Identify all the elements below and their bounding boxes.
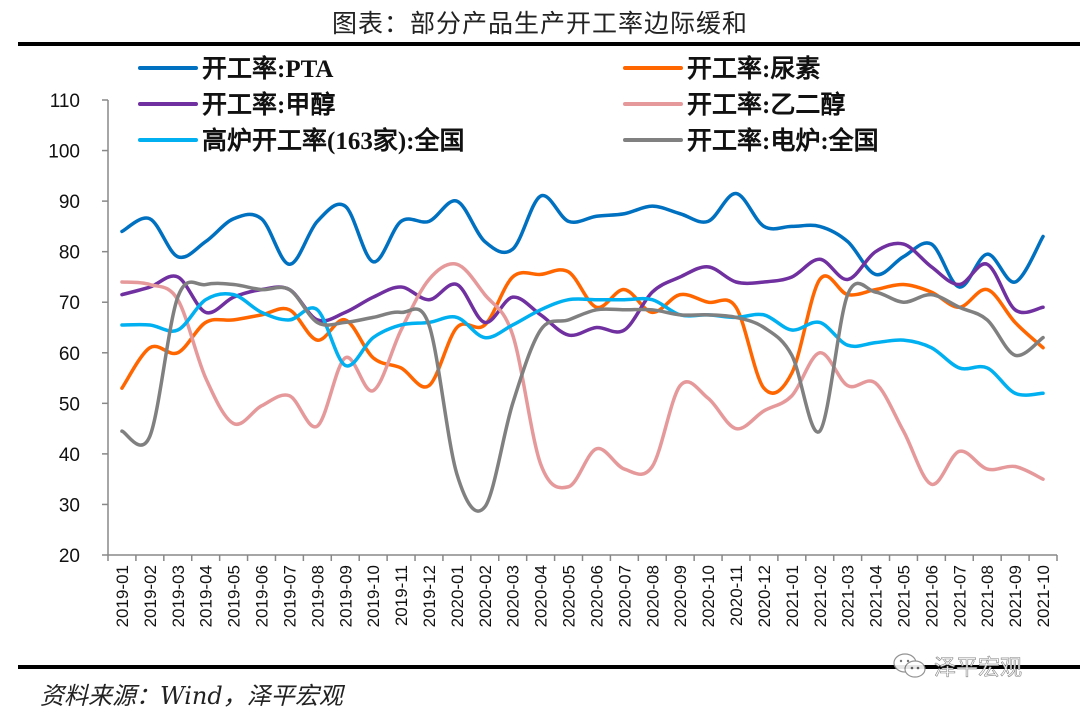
legend-item: 开工率:甲醇 xyxy=(138,90,335,119)
y-tick-label: 110 xyxy=(50,91,80,112)
chart-title: 图表：部分产品生产开工率边际缓和 xyxy=(331,9,748,38)
x-tick-label: 2019-06 xyxy=(253,565,272,627)
y-tick-label: 50 xyxy=(59,394,80,415)
legend-label: 开工率:PTA xyxy=(202,54,333,83)
legend-label: 开工率:电炉:全国 xyxy=(687,126,879,155)
x-tick-label: 2020-06 xyxy=(587,565,606,627)
y-tick-label: 80 xyxy=(59,243,80,264)
series-line-3 xyxy=(120,262,1045,490)
y-tick-label: 60 xyxy=(59,344,80,365)
x-tick-label: 2020-03 xyxy=(504,565,523,627)
legend-label: 开工率:尿素 xyxy=(687,54,820,83)
top-rule xyxy=(18,42,1080,46)
x-tick-label: 2019-12 xyxy=(420,565,439,627)
x-tick-label: 2020-09 xyxy=(671,565,690,627)
x-tick-label: 2021-08 xyxy=(978,565,997,627)
watermark: 泽平宏观 xyxy=(892,650,1022,682)
x-tick-label: 2019-04 xyxy=(197,565,216,627)
x-tick-label: 2021-07 xyxy=(950,565,969,627)
source-note: 资料来源：Wind，泽平宏观 xyxy=(40,682,343,710)
x-tick-label: 2020-08 xyxy=(643,565,662,627)
x-tick-label: 2019-02 xyxy=(141,565,160,627)
legend-item: 开工率:PTA xyxy=(138,54,333,83)
x-tick-label: 2021-06 xyxy=(922,565,941,627)
legend-item: 开工率:尿素 xyxy=(623,54,820,83)
x-tick-label: 2019-07 xyxy=(280,565,299,627)
x-tick-label: 2019-03 xyxy=(169,565,188,627)
x-tick-label: 2021-04 xyxy=(867,565,886,627)
x-tick-label: 2020-04 xyxy=(532,565,551,627)
x-tick-label: 2020-05 xyxy=(560,565,579,627)
y-tick-label: 30 xyxy=(59,495,80,516)
x-tick-label: 2019-01 xyxy=(113,565,132,627)
wechat-icon xyxy=(893,653,926,678)
series-line-0 xyxy=(120,191,1045,289)
x-tick-label: 2020-02 xyxy=(476,565,495,627)
legend-label: 高炉开工率(163家):全国 xyxy=(202,126,464,155)
x-tick-label: 2021-03 xyxy=(839,565,858,627)
x-tick-label: 2020-11 xyxy=(727,565,746,626)
axes: 20 30 40 50 60 70 80 90 100 110 2019-01 2019-02 2019… xyxy=(48,91,1058,627)
y-tick-label: 90 xyxy=(59,192,80,213)
x-tick-label: 2019-10 xyxy=(364,565,383,627)
x-tick-label: 2020-01 xyxy=(448,565,467,627)
x-tick-label: 2020-07 xyxy=(615,565,634,627)
legend-item: 开工率:电炉:全国 xyxy=(623,126,879,155)
x-tick-label: 2019-11 xyxy=(392,565,411,626)
y-tick-label: 40 xyxy=(59,445,80,466)
x-tick-label: 2021-05 xyxy=(894,565,913,627)
y-tick-label: 70 xyxy=(59,293,80,314)
x-tick-label: 2019-05 xyxy=(225,565,244,627)
x-tick-label: 2021-09 xyxy=(1006,565,1025,627)
legend-label: 开工率:甲醇 xyxy=(202,90,335,119)
x-tick-label: 2020-10 xyxy=(699,565,718,627)
x-tick-label: 2021-10 xyxy=(1034,565,1053,627)
y-tick-label: 100 xyxy=(48,142,80,163)
watermark-text: 泽平宏观 xyxy=(934,656,1023,682)
legend-item: 高炉开工率(163家):全国 xyxy=(138,126,464,155)
series-line-4 xyxy=(120,291,1045,397)
legend-label: 开工率:乙二醇 xyxy=(687,90,845,119)
x-tick-label: 2021-02 xyxy=(811,565,830,627)
y-tick-label: 20 xyxy=(59,546,80,567)
x-tick-label: 2019-09 xyxy=(336,565,355,627)
x-tick-label: 2020-12 xyxy=(755,565,774,627)
series-lines xyxy=(120,191,1045,513)
series-line-5 xyxy=(120,280,1045,513)
legend-item: 开工率:乙二醇 xyxy=(623,90,845,119)
x-tick-label: 2019-08 xyxy=(308,565,327,627)
bottom-rule xyxy=(18,665,1080,669)
x-tick-label: 2021-01 xyxy=(783,565,802,627)
